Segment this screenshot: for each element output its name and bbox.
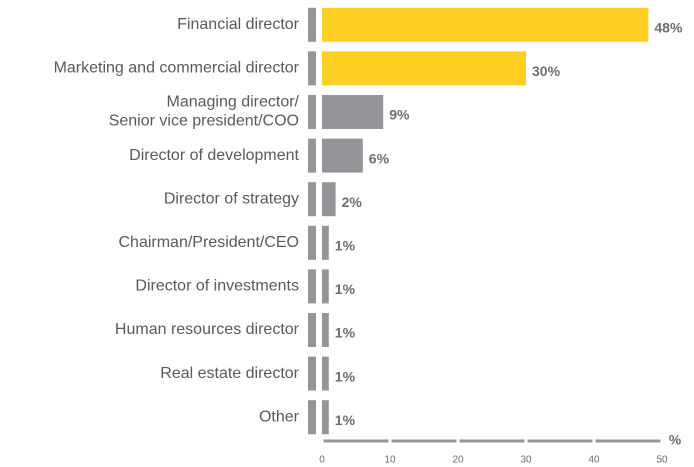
value-label: 48% (654, 20, 683, 36)
category-label: Other (259, 408, 300, 425)
value-label: 1% (335, 238, 356, 254)
bar (322, 138, 363, 173)
value-label: 30% (532, 63, 561, 79)
category-label: Marketing and commercial director (54, 60, 300, 77)
x-tick-label: 10 (384, 455, 396, 466)
row-marker (308, 225, 316, 260)
row-marker (308, 95, 316, 129)
value-label: 1% (335, 412, 356, 428)
x-tick-label: 50 (656, 455, 668, 466)
category-label: Financial director (177, 16, 300, 33)
category-label: Chairman/President/CEO (118, 234, 299, 251)
x-axis-label: % (669, 432, 682, 448)
x-tick-label: 40 (588, 455, 600, 466)
row-marker (308, 356, 316, 391)
value-label: 1% (335, 281, 356, 297)
bar (322, 269, 329, 304)
row-marker (308, 51, 316, 86)
value-label: 1% (335, 325, 356, 341)
value-label: 2% (342, 194, 363, 210)
row-marker (308, 269, 316, 304)
category-label: Director of strategy (164, 190, 299, 207)
category-label: Director of development (129, 147, 299, 164)
bar (322, 225, 329, 260)
x-tick-label: 20 (452, 455, 464, 466)
bar (322, 95, 384, 129)
row-marker (308, 400, 316, 435)
category-label: Managing director/Senior vice president/… (109, 94, 300, 130)
bar (322, 7, 649, 42)
row-marker (308, 138, 316, 173)
category-label: Director of investments (135, 278, 299, 295)
bar (322, 400, 329, 435)
bar (322, 182, 336, 217)
category-label: Real estate director (160, 365, 299, 382)
bar (322, 313, 329, 347)
row-marker (308, 7, 316, 42)
row-marker (308, 313, 316, 347)
bar (322, 51, 526, 86)
value-label: 6% (369, 150, 390, 166)
value-label: 1% (335, 368, 356, 384)
x-tick-label: 0 (319, 455, 325, 466)
value-label: 9% (389, 107, 410, 123)
bar (322, 356, 329, 391)
category-label: Human resources director (115, 321, 300, 338)
x-tick-label: 30 (520, 455, 532, 466)
row-marker (308, 182, 316, 217)
